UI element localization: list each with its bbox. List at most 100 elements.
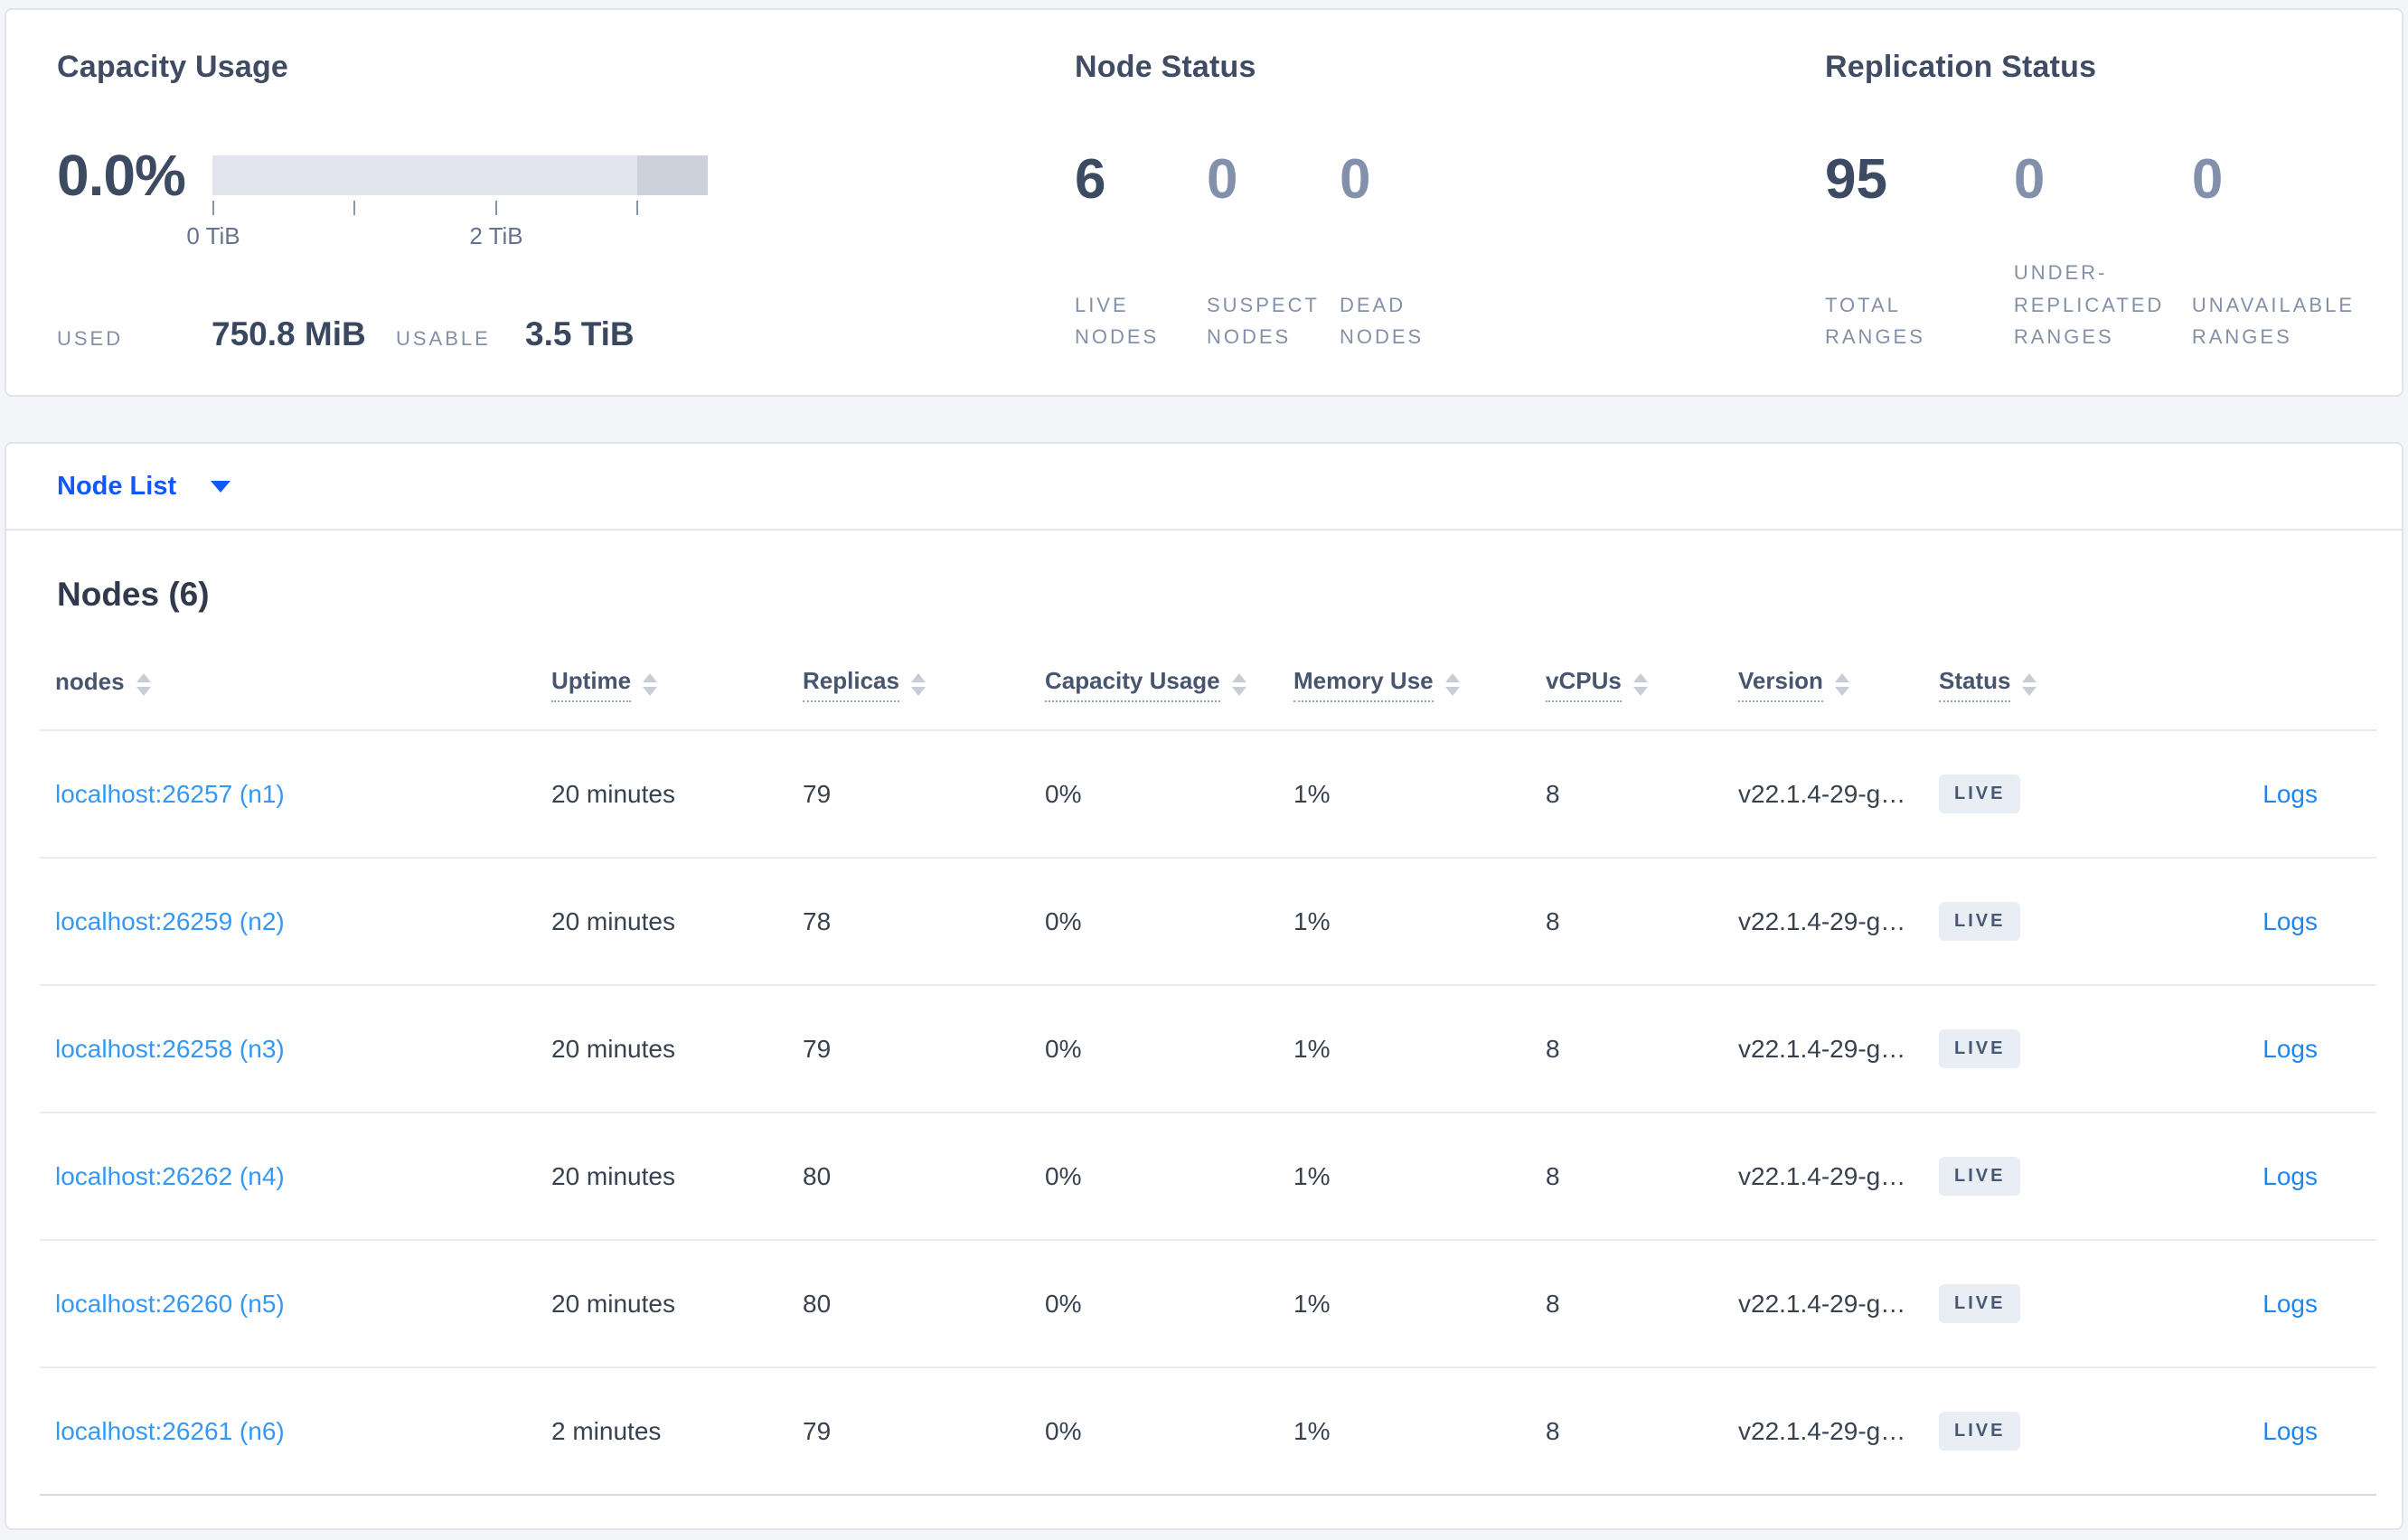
table-row: localhost:26258 (n3) 20 minutes 79 0% 1%…: [40, 986, 2376, 1113]
version-cell: v22.1.4-29-g…: [1738, 1161, 1906, 1190]
vcpus-cell: 8: [1546, 1289, 1560, 1318]
capacity-usage-title: Capacity Usage: [57, 50, 289, 84]
node-list-dropdown-label: Node List: [57, 471, 177, 501]
column-header-status[interactable]: Status: [1939, 667, 2127, 702]
column-header-nodes[interactable]: nodes: [40, 668, 551, 701]
column-header-memory-use[interactable]: Memory Use: [1293, 667, 1546, 702]
status-cell: LIVE: [1939, 775, 2127, 813]
total-ranges-count: 95: [1825, 148, 1887, 211]
vcpus-cell: 8: [1546, 1034, 1560, 1063]
uptime-cell: 20 minutes: [551, 906, 675, 935]
unavailable-ranges-stat: 0 UNAVAILABLE RANGES: [2192, 85, 2366, 353]
version-cell: v22.1.4-29-g…: [1738, 779, 1906, 808]
used-value: 750.8 MiB: [212, 315, 366, 352]
dead-nodes-count: 0: [1340, 148, 1371, 211]
replicas-cell: 79: [803, 1416, 832, 1445]
version-cell: v22.1.4-29-g…: [1738, 1416, 1906, 1445]
replicas-cell: 79: [803, 1034, 832, 1063]
dead-nodes-stat: 0 DEAD NODES: [1340, 85, 1448, 353]
column-header-vcpus[interactable]: vCPUs: [1546, 667, 1738, 702]
node-link[interactable]: localhost:26257 (n1): [55, 779, 285, 808]
dead-nodes-label: DEAD NODES: [1340, 293, 1425, 349]
table-row: localhost:26262 (n4) 20 minutes 80 0% 1%…: [40, 1113, 2376, 1241]
nodes-table: nodes Uptime Replicas: [40, 639, 2376, 1496]
cluster-overview-page: Capacity Usage 0.0% 0 TiB 2 TiB: [0, 8, 2408, 1530]
capacity-cell: 0%: [1045, 1034, 1082, 1063]
node-link[interactable]: localhost:26259 (n2): [55, 906, 285, 935]
replication-status-title: Replication Status: [1825, 50, 2097, 84]
memory-cell: 1%: [1293, 906, 1331, 935]
version-cell: v22.1.4-29-g…: [1738, 906, 1906, 935]
replicas-cell: 80: [803, 1161, 832, 1190]
nodes-table-header: nodes Uptime Replicas: [40, 639, 2376, 731]
memory-cell: 1%: [1293, 1416, 1331, 1445]
status-badge: LIVE: [1939, 902, 2021, 941]
status-badge: LIVE: [1939, 1412, 2021, 1451]
axis-tick: [495, 201, 497, 215]
capacity-bar-reserved-segment: [637, 155, 708, 195]
column-header-uptime[interactable]: Uptime: [551, 667, 803, 702]
replication-status-section: Replication Status 95 TOTAL RANGES 0 UND…: [1818, 50, 2366, 353]
capacity-cell: 0%: [1045, 779, 1082, 808]
logs-link[interactable]: Logs: [2262, 1416, 2318, 1445]
logs-link[interactable]: Logs: [2262, 1161, 2318, 1190]
vcpus-cell: 8: [1546, 779, 1560, 808]
capacity-cell: 0%: [1045, 1416, 1082, 1445]
under-replicated-label: UNDER-REPLICATED RANGES: [2013, 261, 2165, 349]
table-row: localhost:26259 (n2) 20 minutes 78 0% 1%…: [40, 859, 2376, 986]
suspect-nodes-label: SUSPECT NODES: [1207, 293, 1320, 349]
node-link[interactable]: localhost:26260 (n5): [55, 1289, 285, 1318]
usable-label: USABLE: [396, 327, 491, 350]
live-nodes-label: LIVE NODES: [1075, 293, 1160, 349]
node-link[interactable]: localhost:26261 (n6): [55, 1416, 285, 1445]
live-nodes-stat: 6 LIVE NODES: [1075, 85, 1207, 353]
vcpus-cell: 8: [1546, 906, 1560, 935]
axis-tick: [212, 201, 214, 215]
logs-link[interactable]: Logs: [2262, 779, 2318, 808]
node-status-title: Node Status: [1075, 50, 1256, 84]
table-row: localhost:26257 (n1) 20 minutes 79 0% 1%…: [40, 731, 2376, 859]
capacity-bar-chart: 0 TiB 2 TiB: [186, 155, 708, 249]
memory-cell: 1%: [1293, 1161, 1331, 1190]
vcpus-cell: 8: [1546, 1161, 1560, 1190]
node-link[interactable]: localhost:26258 (n3): [55, 1034, 285, 1063]
uptime-cell: 2 minutes: [551, 1416, 662, 1445]
axis-tick-label: 0 TiB: [186, 222, 240, 249]
node-link[interactable]: localhost:26262 (n4): [55, 1161, 285, 1190]
table-row: localhost:26260 (n5) 20 minutes 80 0% 1%…: [40, 1241, 2376, 1368]
status-badge: LIVE: [1939, 1284, 2021, 1323]
axis-tick-label: 2 TiB: [469, 222, 523, 249]
status-badge: LIVE: [1939, 775, 2021, 813]
column-header-replicas[interactable]: Replicas: [803, 667, 1045, 702]
node-status-section: Node Status 6 LIVE NODES 0 SUSPECT NODES…: [1058, 50, 1818, 353]
capacity-bar: [212, 155, 708, 195]
status-badge: LIVE: [1939, 1029, 2021, 1068]
status-cell: LIVE: [1939, 1284, 2127, 1323]
total-ranges-stat: 95 TOTAL RANGES: [1825, 85, 2014, 353]
logs-link[interactable]: Logs: [2262, 1034, 2318, 1063]
suspect-nodes-count: 0: [1207, 148, 1238, 211]
column-header-version[interactable]: Version: [1738, 667, 1939, 702]
status-cell: LIVE: [1939, 902, 2127, 941]
live-nodes-count: 6: [1075, 148, 1106, 211]
node-list-dropdown[interactable]: Node List: [57, 471, 231, 502]
column-header-capacity-usage[interactable]: Capacity Usage: [1045, 667, 1293, 702]
used-label: USED: [57, 327, 124, 350]
replicas-cell: 80: [803, 1289, 832, 1318]
axis-tick: [636, 201, 638, 215]
status-cell: LIVE: [1939, 1157, 2127, 1196]
logs-link[interactable]: Logs: [2262, 1289, 2318, 1318]
capacity-axis: 0 TiB 2 TiB: [186, 195, 708, 249]
uptime-cell: 20 minutes: [551, 779, 675, 808]
sort-icon: [1632, 672, 1648, 696]
logs-link[interactable]: Logs: [2262, 906, 2318, 935]
capacity-cell: 0%: [1045, 1289, 1082, 1318]
capacity-used-percent: 0.0%: [57, 143, 186, 208]
sort-icon: [136, 672, 151, 696]
unavailable-count: 0: [2191, 148, 2224, 211]
total-ranges-label: TOTAL RANGES: [1825, 293, 1925, 349]
unavailable-label: UNAVAILABLE RANGES: [2191, 293, 2355, 349]
cluster-summary-card: Capacity Usage 0.0% 0 TiB 2 TiB: [5, 8, 2403, 397]
memory-cell: 1%: [1293, 1289, 1331, 1318]
status-cell: LIVE: [1939, 1029, 2127, 1068]
